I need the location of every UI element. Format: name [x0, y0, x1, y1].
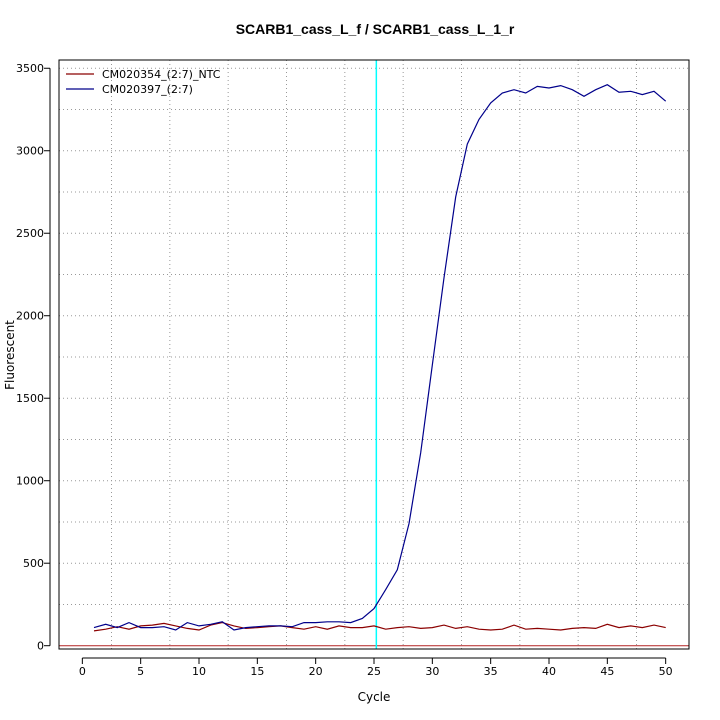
- y-tick-label: 2000: [16, 310, 44, 323]
- legend-label-2: CM020397_(2:7): [102, 83, 193, 96]
- x-tick-label: 50: [659, 665, 673, 678]
- series-line-1: [93, 621, 666, 632]
- x-axis: 0 5 10 15 20 25 30 35 40 45 50: [79, 657, 673, 678]
- y-tick-label: 3500: [16, 62, 44, 75]
- y-tick-label: 0: [37, 640, 44, 653]
- x-tick-label: 0: [79, 665, 86, 678]
- x-tick-label: 45: [600, 665, 614, 678]
- y-tick-label: 1500: [16, 392, 44, 405]
- y-axis-label: Fluorescent: [3, 320, 17, 390]
- y-tick-label: 1000: [16, 475, 44, 488]
- series-lines: [93, 84, 667, 632]
- x-tick-label: 40: [542, 665, 556, 678]
- x-tick-label: 25: [367, 665, 381, 678]
- y-tick-label: 2500: [16, 227, 44, 240]
- legend: CM020354_(2:7)_NTC CM020397_(2:7): [66, 68, 221, 96]
- x-tick-label: 5: [137, 665, 144, 678]
- plot-frame: [58, 59, 690, 650]
- x-tick-label: 20: [309, 665, 323, 678]
- chart-title: SCARB1_cass_L_f / SCARB1_cass_L_1_r: [236, 21, 515, 37]
- y-tick-label: 500: [23, 557, 44, 570]
- x-tick-label: 15: [250, 665, 264, 678]
- reference-lines: [59, 60, 689, 649]
- x-tick-label: 10: [192, 665, 206, 678]
- y-tick-label: 3000: [16, 145, 44, 158]
- x-axis-label: Cycle: [358, 690, 391, 704]
- grid-lines: [59, 60, 689, 649]
- y-axis: 0 500 1000 1500 2000 2500 3000 3500: [16, 62, 51, 653]
- legend-label-1: CM020354_(2:7)_NTC: [102, 68, 221, 81]
- x-tick-label: 35: [484, 665, 498, 678]
- x-tick-label: 30: [425, 665, 439, 678]
- series-line-2: [93, 84, 667, 631]
